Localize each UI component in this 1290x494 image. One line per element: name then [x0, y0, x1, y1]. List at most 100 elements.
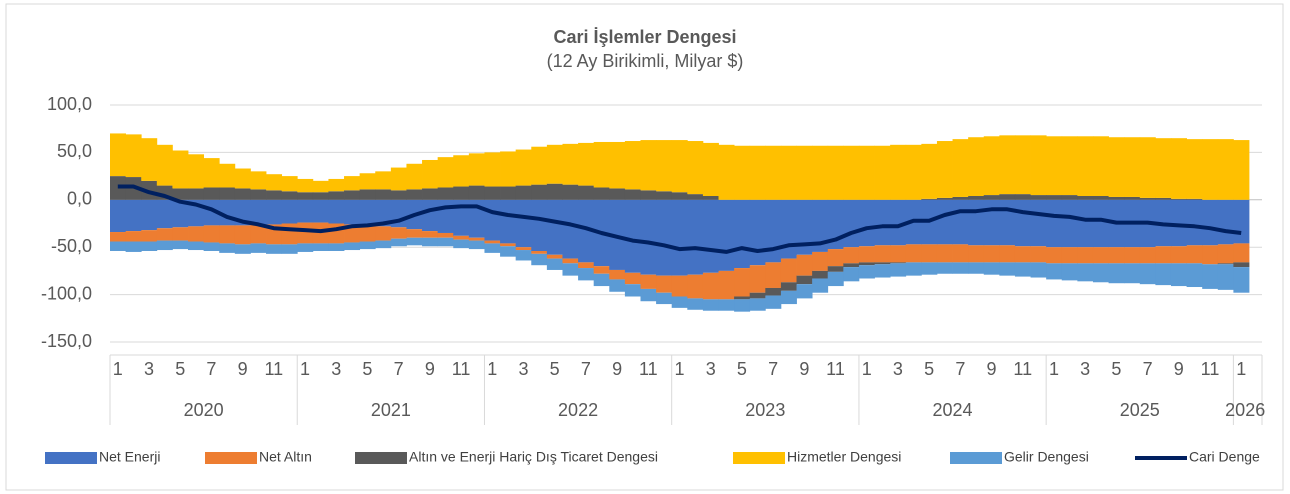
y-tick-label: -150,0 [41, 331, 92, 351]
bar-segment [687, 141, 704, 195]
bar-segment [281, 176, 298, 192]
bar-segment [234, 168, 251, 189]
bar-segment [983, 245, 1000, 263]
bar-segment [1030, 262, 1047, 278]
bar-segment [687, 199, 704, 275]
bar-segment [1124, 247, 1141, 264]
bar-segment [952, 139, 969, 197]
bar-segment [484, 240, 501, 244]
bar-segment [812, 278, 829, 293]
bar-segment [624, 272, 641, 285]
bar-segment [656, 140, 673, 192]
bar-segment [718, 299, 735, 311]
bar-segment [1077, 263, 1094, 282]
x-tick-label: 1 [300, 359, 310, 379]
bar-segment [968, 262, 985, 274]
x-tick-label: 11 [264, 359, 283, 379]
bar-segment [312, 180, 329, 193]
bar-segment [390, 227, 407, 239]
line-series [117, 184, 1242, 254]
bar-segment [1202, 245, 1219, 265]
x-tick-label: 5 [362, 359, 372, 379]
chart-subtitle: (12 Ay Birikimli, Milyar $) [547, 51, 744, 71]
bar-segment [188, 188, 205, 200]
bar-segment [297, 192, 314, 200]
bar-segment [468, 237, 485, 241]
bar-segment [1061, 136, 1078, 196]
bar-segment [437, 232, 454, 238]
bar-segment [468, 185, 485, 200]
bar-segment [780, 258, 797, 283]
x-tick-label: 1 [1049, 359, 1059, 379]
bar-segment [749, 145, 766, 200]
bar-segment [702, 196, 719, 200]
bar-segment [250, 199, 267, 225]
bar-segment [219, 243, 236, 253]
bar-segment [890, 144, 907, 200]
bar-segment [515, 199, 532, 248]
x-tick-label: 11 [826, 359, 845, 379]
bar-segment [1217, 139, 1234, 200]
x-tick-label: 3 [1080, 359, 1090, 379]
bar-segment [188, 154, 205, 189]
x-tick-label: 7 [1143, 359, 1153, 379]
bar-segment [203, 225, 220, 243]
bar-segment [718, 199, 735, 271]
legend-label: Altın ve Enerji Hariç Dış Ticaret Denges… [409, 449, 658, 465]
bar-segment [671, 192, 688, 200]
bar-segment [609, 269, 626, 280]
bar-segment [297, 199, 314, 223]
bar-segment [437, 237, 454, 247]
bar-segment [203, 158, 220, 188]
bar-segment [609, 188, 626, 200]
bar-segment [874, 145, 891, 200]
bar-segment [796, 145, 813, 200]
bar-segment [1233, 262, 1250, 268]
bar-segment [515, 149, 532, 186]
bar-segment [671, 140, 688, 193]
y-tick-label: -100,0 [41, 283, 92, 303]
bar-segment [375, 226, 392, 241]
bar-segment [749, 292, 766, 299]
bar-segment [858, 145, 875, 200]
bar-segment [562, 143, 579, 185]
bar-segment [359, 199, 376, 226]
bar-segment [141, 138, 158, 181]
bar-segment [765, 199, 782, 263]
bar-segment [765, 287, 782, 296]
x-tick-label: 3 [518, 359, 528, 379]
bar-segment [1030, 195, 1047, 200]
bar-segment [999, 245, 1016, 263]
bar-segment [1030, 135, 1047, 196]
y-tick-label: 100,0 [47, 94, 92, 114]
bar-segment [219, 187, 236, 200]
x-tick-label: 3 [331, 359, 341, 379]
bar-segment [344, 190, 361, 200]
bar-segment [1186, 199, 1203, 246]
bar-segment [203, 242, 220, 251]
bar-segment [453, 235, 470, 240]
bar-segment [812, 145, 829, 200]
bar-segment [1217, 263, 1234, 265]
x-tick-label: 7 [394, 359, 404, 379]
bar-segment [858, 265, 875, 279]
bar-segment [437, 187, 454, 200]
bar-segment [531, 199, 548, 251]
bar-segment [562, 199, 579, 259]
bar-segment [1014, 246, 1031, 263]
bar-segment [952, 262, 969, 274]
bar-segment [687, 298, 704, 310]
bar-segment [1014, 199, 1031, 247]
bar-segment [593, 266, 610, 274]
bar-segment [874, 262, 891, 265]
bar-segment [765, 145, 782, 200]
bar-segment [1170, 263, 1187, 287]
bar-segment [983, 199, 1000, 246]
bar-segment [968, 245, 985, 263]
x-tick-label: 9 [425, 359, 435, 379]
bar-segment [344, 176, 361, 191]
bar-segment [1077, 136, 1094, 197]
bar-segment [593, 273, 610, 287]
x-tick-label: 7 [206, 359, 216, 379]
